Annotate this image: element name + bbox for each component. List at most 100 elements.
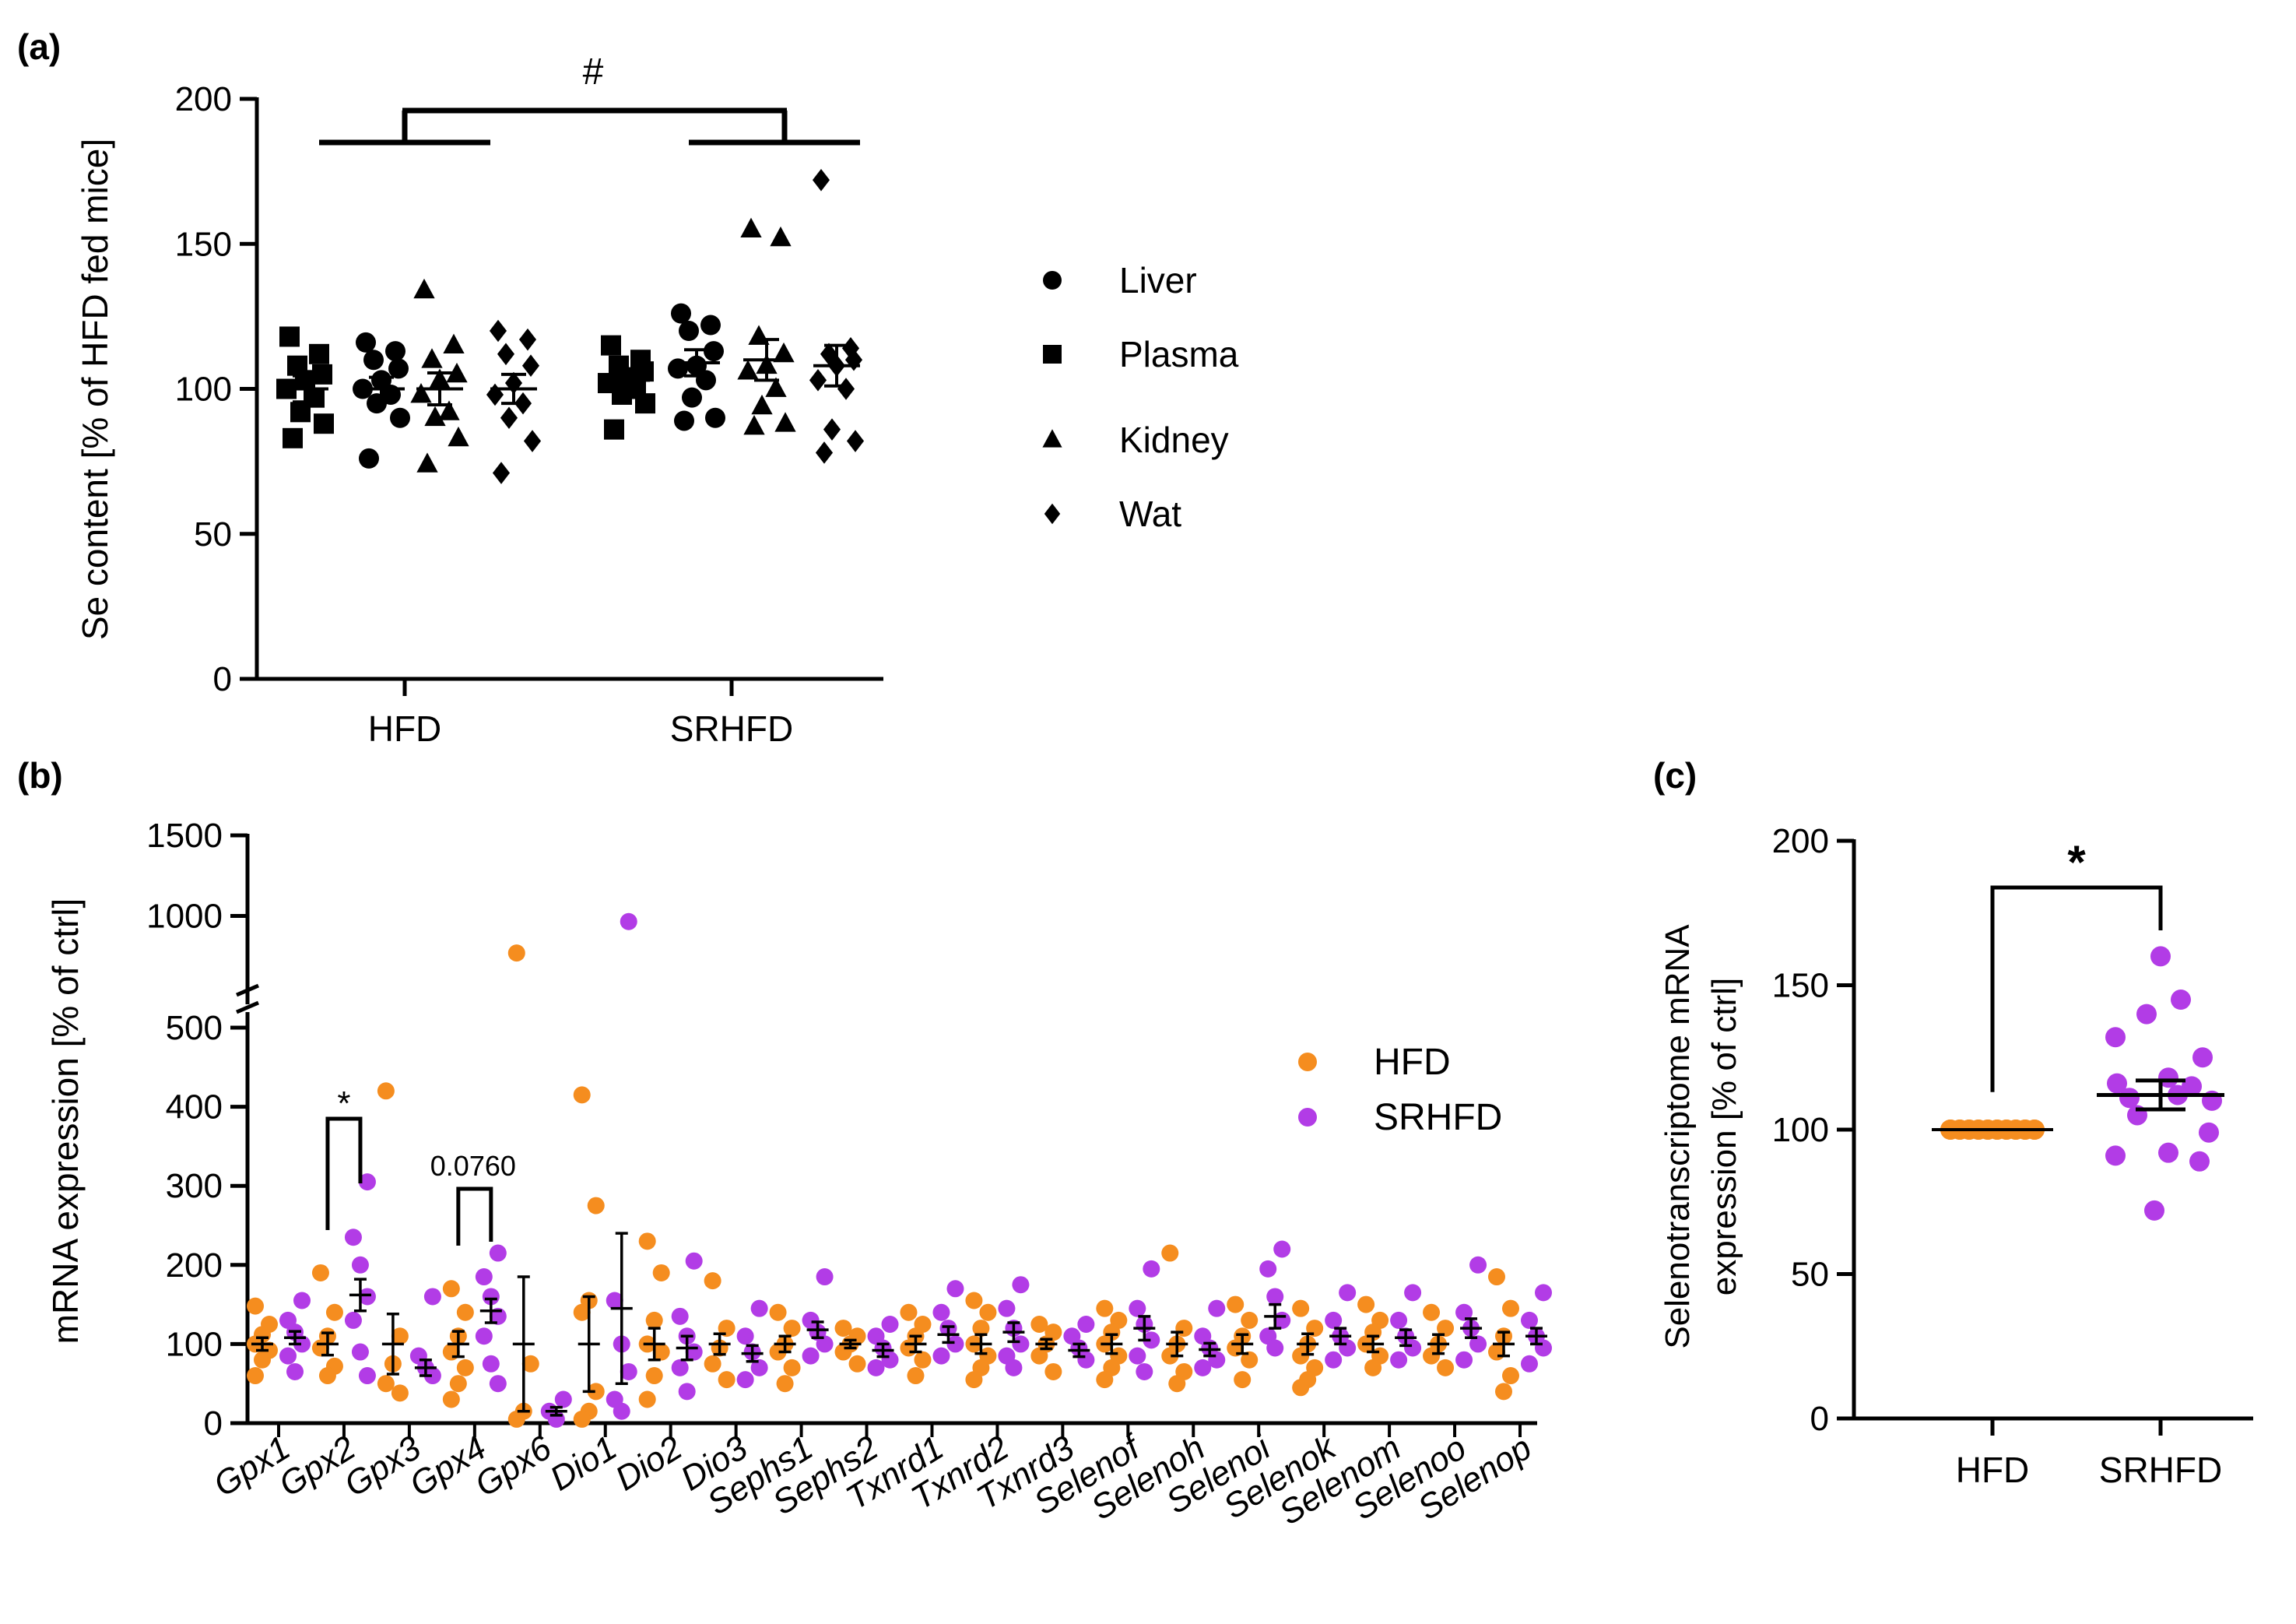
- panel-b-point-srhfd: [1143, 1331, 1160, 1349]
- panel-a-point: [674, 410, 694, 431]
- panel-b-point-srhfd: [279, 1347, 297, 1365]
- panel-b-bracket-gpx4: [456, 1186, 493, 1246]
- panel-b-point-srhfd: [1339, 1284, 1357, 1302]
- panel-b-point-hfd: [1502, 1299, 1519, 1317]
- panel-b-point-hfd: [254, 1351, 271, 1369]
- panel-b-legend-marker-hfd: [1298, 1053, 1317, 1071]
- panel-b-point-srhfd: [1325, 1351, 1343, 1369]
- panel-a-legend-marker-square: [1043, 345, 1062, 364]
- panel-b-point-srhfd: [1325, 1311, 1343, 1329]
- panel-b-point-hfd: [1502, 1367, 1519, 1385]
- panel-b-y-tick-label: 200: [166, 1246, 223, 1285]
- panel-a-point: [314, 413, 334, 434]
- panel-b-point-hfd: [507, 1410, 525, 1428]
- panel-c-bracket: [1990, 885, 2163, 1092]
- panel-b-point-hfd: [391, 1384, 409, 1402]
- panel-b-point-srhfd: [489, 1244, 507, 1262]
- panel-b-point-srhfd: [423, 1288, 441, 1306]
- panel-a-legend-label: Kidney: [1119, 420, 1229, 460]
- panel-a-y-axis-label: Se content [% of HFD fed mice]: [75, 139, 115, 640]
- panel-b-point-srhfd: [351, 1256, 369, 1274]
- panel-b-point-srhfd: [1455, 1303, 1473, 1321]
- panel-b-point-srhfd: [620, 1362, 637, 1380]
- panel-c-point-srhfd: [2119, 1088, 2140, 1109]
- panel-a-y-tick-label: 200: [175, 80, 232, 118]
- panel-b-point-srhfd: [671, 1307, 689, 1325]
- panel-a-point: [500, 406, 518, 430]
- panel-a-point: [705, 407, 725, 428]
- panel-b-y-tick-label: 1500: [146, 817, 223, 855]
- panel-b-point-hfd: [704, 1355, 721, 1373]
- panel-c-point-srhfd: [2189, 1151, 2210, 1172]
- panel-b-point-srhfd: [358, 1367, 376, 1385]
- panel-a-point: [518, 328, 537, 351]
- panel-a-point: [492, 462, 511, 484]
- panel-c-y-tick-label: 100: [1772, 1111, 1829, 1149]
- panel-c-y-tick-label: 150: [1772, 967, 1829, 1005]
- panel-b-point-srhfd: [1208, 1299, 1226, 1317]
- panel-b-point-hfd: [776, 1375, 794, 1393]
- panel-a-point: [367, 393, 387, 414]
- panel-b-point-hfd: [652, 1343, 670, 1361]
- panel-b-point-srhfd: [1535, 1284, 1552, 1302]
- panel-b-point-srhfd: [1012, 1276, 1030, 1294]
- panel-a-point: [682, 387, 702, 408]
- panel-a-y-tick-label: 0: [213, 660, 232, 698]
- panel-b-point-hfd: [645, 1311, 663, 1329]
- panel-a-point: [521, 354, 540, 377]
- panel-b-point-srhfd: [1404, 1339, 1422, 1357]
- panel-c-point-srhfd: [2158, 1067, 2178, 1088]
- panel-b-point-hfd: [718, 1371, 735, 1389]
- panel-b-bracket-gpx2: [325, 1116, 363, 1230]
- panel-b-y-tick-label: 0: [204, 1404, 223, 1443]
- panel-a-point: [309, 343, 329, 364]
- panel-b-point-hfd: [965, 1292, 983, 1309]
- panel-b-point-srhfd: [423, 1367, 441, 1385]
- panel-b-point-srhfd: [736, 1371, 754, 1389]
- panel-b-point-hfd: [377, 1082, 395, 1100]
- panel-b-point-hfd: [247, 1297, 264, 1315]
- panel-b-point-srhfd: [606, 1292, 623, 1309]
- panel-c-significance: *: [2067, 836, 2086, 888]
- panel-b-point-hfd: [573, 1086, 591, 1104]
- panel-b-point-srhfd: [1129, 1299, 1146, 1317]
- panel-b-point-hfd: [783, 1320, 801, 1338]
- panel-b-point-srhfd: [475, 1327, 493, 1345]
- panel-a-point: [489, 319, 507, 343]
- panel-c-y-tick-label: 0: [1810, 1400, 1829, 1438]
- panel-a-y-tick-label: 50: [194, 515, 232, 554]
- panel-b-point-srhfd: [946, 1280, 964, 1298]
- panel-b-point-hfd: [914, 1351, 932, 1369]
- panel-a-y-tick-label: 150: [175, 225, 232, 263]
- panel-b-point-srhfd: [678, 1383, 696, 1401]
- panel-b-point-hfd: [318, 1367, 336, 1385]
- panel-b: (b) mRNA expression [% of ctrl] 0 100 200 3…: [17, 755, 1552, 1533]
- panel-a: (a) Se content [% of HFD fed mice] # 0 50…: [17, 26, 1239, 749]
- panel-c-y-tick-label: 50: [1791, 1256, 1829, 1294]
- panel-a-point: [635, 393, 655, 414]
- panel-b-point-hfd: [1234, 1371, 1252, 1389]
- panel-b-annotation-gpx2: *: [337, 1084, 350, 1123]
- panel-a-point: [416, 452, 438, 473]
- panel-b-point-srhfd: [671, 1359, 689, 1376]
- panel-a-legend-marker-diamond: [1044, 503, 1061, 525]
- panel-b-point-hfd: [1488, 1268, 1505, 1286]
- panel-b-point-srhfd: [736, 1327, 754, 1345]
- panel-a-label: (a): [17, 26, 61, 67]
- panel-a-point: [443, 333, 465, 354]
- panel-c-point-srhfd: [2136, 1004, 2157, 1025]
- panel-b-point-srhfd: [358, 1173, 376, 1191]
- panel-b-point-hfd: [521, 1355, 539, 1373]
- panel-c-point-srhfd: [2192, 1047, 2213, 1068]
- panel-b-point-hfd: [972, 1320, 990, 1338]
- panel-b-point-srhfd: [489, 1375, 507, 1393]
- panel-b-point-srhfd: [685, 1252, 703, 1270]
- panel-b-point-srhfd: [482, 1355, 500, 1373]
- panel-b-point-hfd: [848, 1355, 866, 1373]
- panel-a-point: [363, 350, 384, 371]
- panel-b-point-srhfd: [1194, 1359, 1212, 1376]
- panel-a-point: [497, 343, 515, 366]
- panel-b-point-srhfd: [358, 1288, 376, 1306]
- panel-c-point-srhfd: [2107, 1073, 2127, 1094]
- panel-b-point-hfd: [1044, 1362, 1062, 1380]
